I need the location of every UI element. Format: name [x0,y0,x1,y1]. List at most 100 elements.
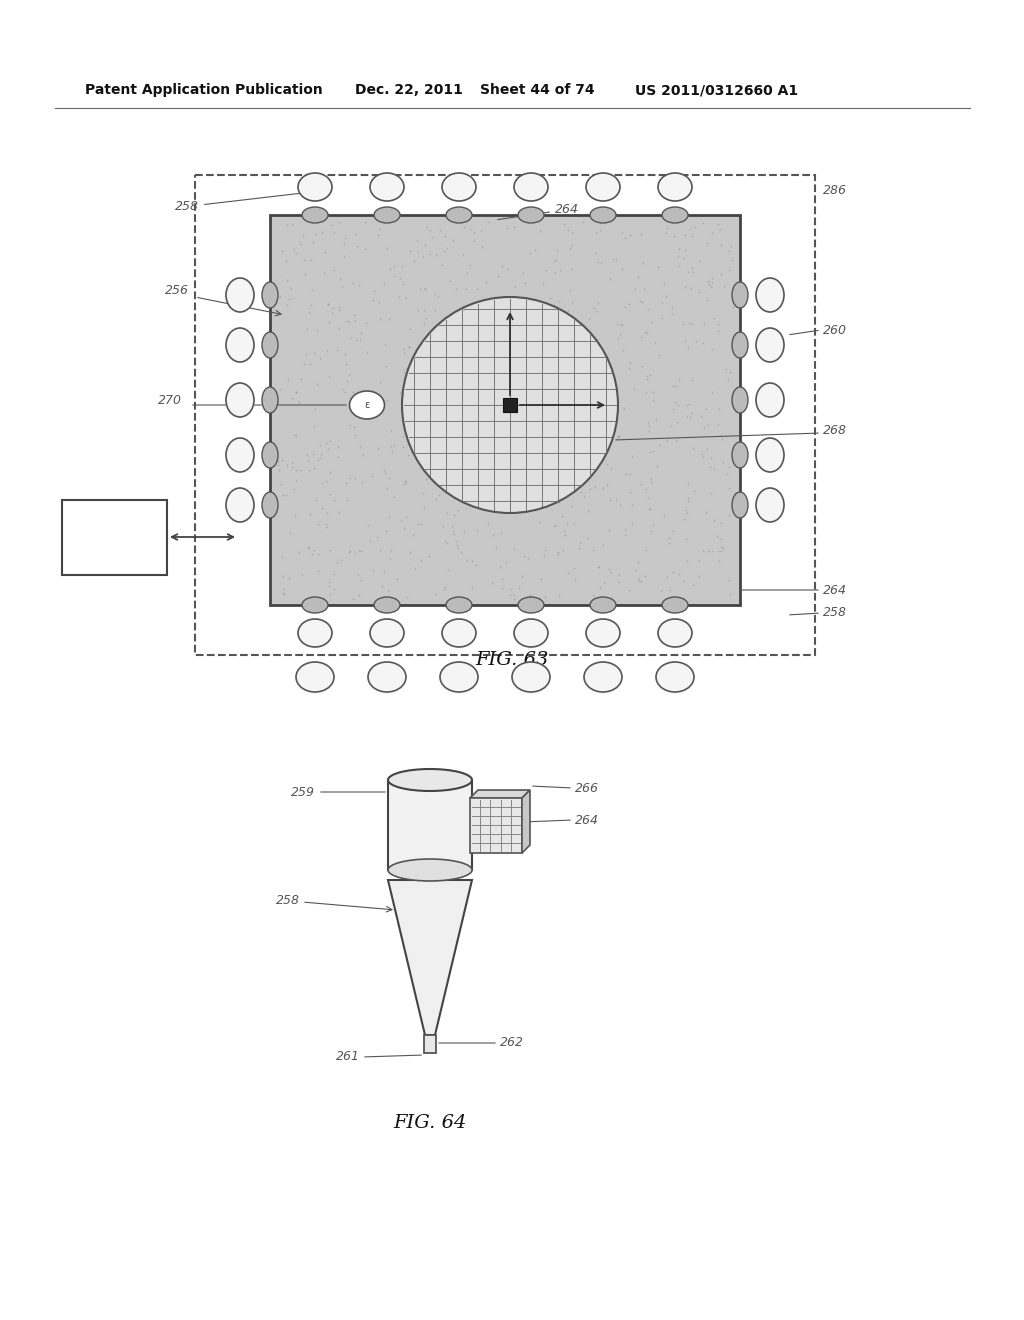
Point [641,421,657,442]
Text: 266: 266 [575,781,599,795]
Point [645,441,662,462]
Point [342,467,358,488]
Point [381,467,397,488]
Point [601,558,617,579]
Point [356,239,373,260]
Point [470,360,486,381]
Point [638,540,654,561]
Text: FIG. 63: FIG. 63 [475,651,549,669]
Point [702,482,719,503]
Point [724,249,740,271]
Point [521,585,538,606]
Point [585,585,601,606]
Point [447,482,464,503]
Point [445,469,462,490]
Point [358,313,375,334]
Point [279,294,295,315]
Point [684,257,700,279]
Point [468,554,484,576]
Point [464,298,480,319]
Point [542,440,558,461]
Point [450,535,466,556]
Point [560,300,577,321]
Point [656,273,673,294]
Point [439,503,456,524]
Text: 261: 261 [336,1051,360,1064]
Point [506,589,522,610]
Point [721,478,737,499]
Point [634,355,650,376]
Point [599,453,615,474]
Point [556,312,572,333]
Text: ε: ε [365,400,370,411]
Point [351,407,368,428]
Point [351,330,368,351]
Point [305,416,322,437]
Point [682,219,698,240]
Point [546,249,562,271]
Point [554,450,570,471]
Point [506,539,522,560]
Point [300,450,316,471]
Point [286,478,302,499]
Point [710,314,726,335]
Point [431,378,447,399]
Point [643,471,659,492]
Point [326,564,342,585]
Point [494,288,510,309]
Point [341,364,357,385]
Point [515,263,531,284]
Point [313,444,330,465]
Point [288,424,304,445]
Point [469,450,485,471]
Point [275,484,292,506]
Point [525,484,542,506]
Point [316,263,333,284]
Point [464,550,480,572]
Point [419,216,435,238]
Point [391,381,408,403]
Point [355,444,372,465]
Point [590,292,606,313]
Point [309,589,326,610]
Point [386,265,402,286]
Point [529,392,546,413]
Point [685,574,701,595]
Point [307,490,324,511]
Point [322,576,338,597]
Point [715,451,731,473]
Point [352,436,369,457]
Point [395,517,412,539]
Point [477,337,494,358]
Point [283,521,299,543]
Point [537,540,553,561]
Point [484,302,501,323]
Point [665,375,681,396]
Ellipse shape [302,207,328,223]
Point [518,492,535,513]
Point [284,457,300,478]
Point [353,380,370,401]
Point [622,224,638,246]
Point [336,246,352,267]
Polygon shape [470,789,530,799]
Point [692,249,709,271]
Point [662,579,678,601]
Point [529,459,546,480]
Text: 286: 286 [823,183,847,197]
Point [341,396,357,417]
Point [463,218,479,239]
Point [664,297,680,318]
Point [326,578,342,599]
Point [548,249,564,271]
Point [272,474,289,495]
Point [322,583,338,605]
Point [530,511,547,532]
Ellipse shape [442,173,476,201]
Bar [270,215,740,605]
Point [536,474,552,495]
Point [616,519,633,540]
Point [536,273,552,294]
Point [283,277,299,298]
Point [636,279,652,300]
